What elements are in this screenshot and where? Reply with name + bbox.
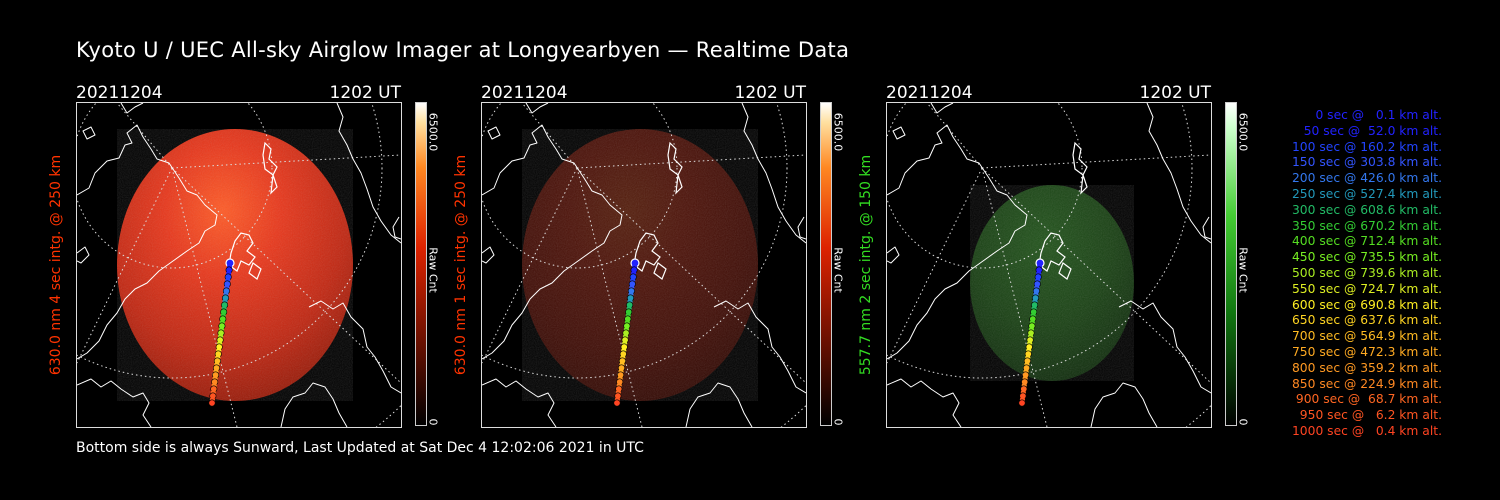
allsky-map-svg <box>482 103 806 427</box>
trajectory-path <box>613 258 640 407</box>
legend-item: 650 sec @ 637.6 km alt. <box>1291 313 1442 328</box>
trajectory-legend: 0 sec @ 0.1 km alt. 50 sec @ 52.0 km alt.… <box>1262 108 1442 440</box>
footer-note: Bottom side is always Sunward, Last Upda… <box>76 440 644 456</box>
legend-item: 100 sec @ 160.2 km alt. <box>1291 139 1442 154</box>
ylabel-text: 630.0 nm 4 sec intg. @ 250 km <box>48 154 64 376</box>
airglow-panel-557-2s: 20211204 1202 UT 557.7 nm 2 sec intg. @ … <box>858 80 1286 440</box>
legend-item: 850 sec @ 224.9 km alt. <box>1291 376 1442 391</box>
coastline <box>887 103 1211 427</box>
trajectory-point <box>1018 399 1026 407</box>
allsky-map-svg <box>887 103 1211 427</box>
legend-item: 250 sec @ 527.4 km alt. <box>1291 186 1442 201</box>
legend-item: 800 sec @ 359.2 km alt. <box>1291 360 1442 375</box>
airglow-noise <box>522 129 758 401</box>
legend-item: 900 sec @ 68.7 km alt. <box>1295 392 1442 407</box>
airglow-noise <box>117 129 353 401</box>
legend-item: 750 sec @ 472.3 km alt. <box>1291 344 1442 359</box>
airglow-panel-630-1s: 20211204 1202 UT 630.0 nm 1 sec intg. @ … <box>453 80 881 440</box>
allsky-image <box>481 102 807 428</box>
colorbar <box>415 102 427 426</box>
panel-date: 20211204 <box>76 83 163 103</box>
allsky-map-svg <box>77 103 401 427</box>
panel-time: 1202 UT <box>329 83 402 103</box>
legend-item: 0 sec @ 0.1 km alt. <box>1315 108 1442 122</box>
graticule <box>77 103 401 427</box>
legend-item: 500 sec @ 739.6 km alt. <box>1291 265 1442 280</box>
colorbar <box>1225 102 1237 426</box>
legend-item: 300 sec @ 608.6 km alt. <box>1291 202 1442 217</box>
legend-item: 400 sec @ 712.4 km alt. <box>1291 234 1442 249</box>
legend-item: 50 sec @ 52.0 km alt. <box>1303 123 1442 138</box>
trajectory-path <box>208 258 235 407</box>
airglow-panel-630-4s: 20211204 1202 UT 630.0 nm 4 sec intg. @ … <box>48 80 476 440</box>
panel-date: 20211204 <box>886 83 973 103</box>
graticule <box>482 103 806 427</box>
graticule <box>887 103 1211 427</box>
panel-time: 1202 UT <box>734 83 807 103</box>
colorbar <box>820 102 832 426</box>
ylabel-text: 557.7 nm 2 sec intg. @ 150 km <box>858 154 874 376</box>
legend-item: 150 sec @ 303.8 km alt. <box>1291 155 1442 170</box>
trajectory-point <box>613 399 621 407</box>
legend-item: 350 sec @ 670.2 km alt. <box>1291 218 1442 233</box>
trajectory-point <box>208 399 216 407</box>
allsky-image <box>76 102 402 428</box>
panel-time: 1202 UT <box>1139 83 1212 103</box>
legend-item: 600 sec @ 690.8 km alt. <box>1291 297 1442 312</box>
panel-date: 20211204 <box>481 83 568 103</box>
coastline <box>482 103 806 427</box>
legend-item: 950 sec @ 6.2 km alt. <box>1299 408 1442 423</box>
legend-item: 1000 sec @ 0.4 km alt. <box>1291 423 1442 438</box>
legend-item: 200 sec @ 426.0 km alt. <box>1291 171 1442 186</box>
coastline <box>77 103 401 427</box>
airglow-noise <box>970 185 1134 381</box>
ylabel-text: 630.0 nm 1 sec intg. @ 250 km <box>453 154 469 376</box>
page-title: Kyoto U / UEC All-sky Airglow Imager at … <box>76 38 850 62</box>
legend-item: 700 sec @ 564.9 km alt. <box>1291 329 1442 344</box>
legend-item: 450 sec @ 735.5 km alt. <box>1291 250 1442 265</box>
allsky-image <box>886 102 1212 428</box>
trajectory-path <box>1018 258 1045 407</box>
legend-item: 550 sec @ 724.7 km alt. <box>1291 281 1442 296</box>
